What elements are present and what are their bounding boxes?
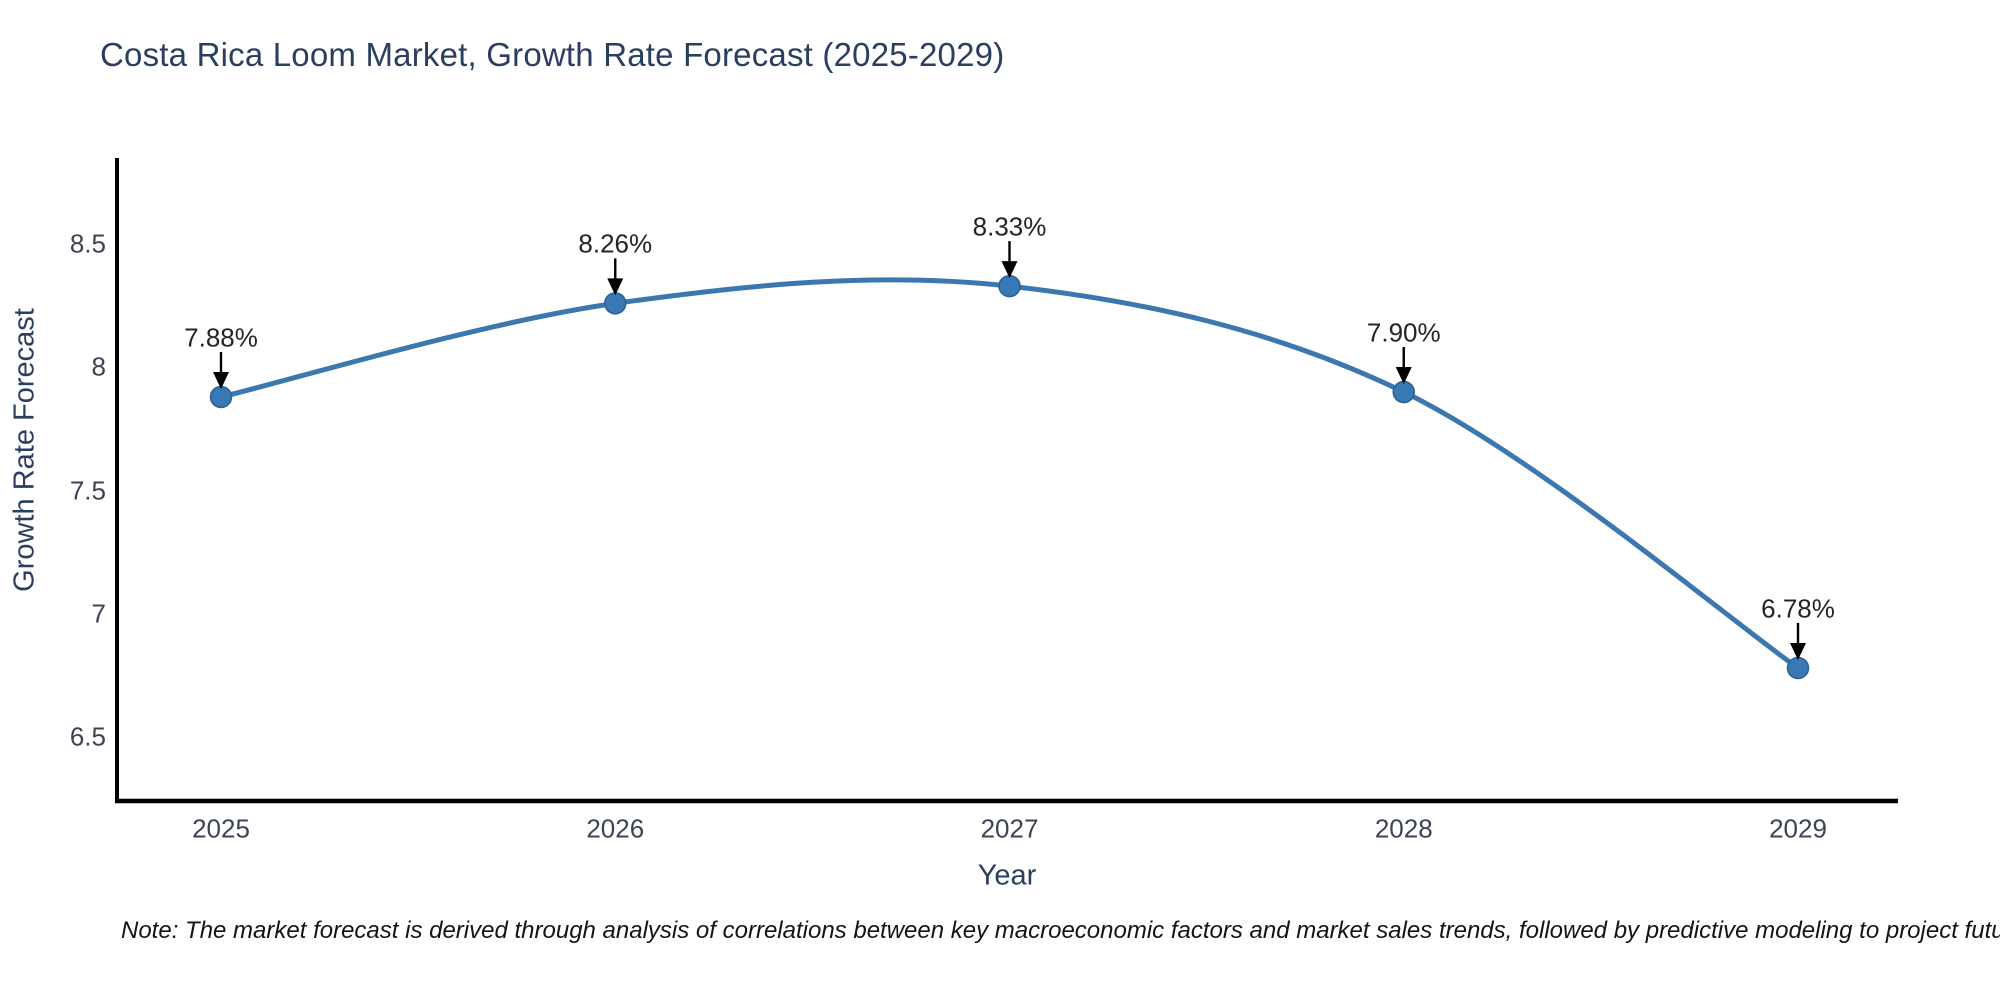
data-point-marker — [1392, 380, 1415, 404]
annotation-label: 8.26% — [578, 228, 653, 259]
x-tick-label: 2029 — [1769, 813, 1827, 844]
data-point-marker — [604, 292, 627, 315]
data-point-marker — [1786, 656, 1810, 680]
x-tick-label: 2028 — [1374, 813, 1433, 844]
y-tick-label: 8 — [91, 351, 106, 382]
x-tick-label: 2026 — [586, 813, 645, 844]
x-axis-title: Year — [977, 859, 1037, 892]
y-tick-label: 7.5 — [69, 475, 106, 506]
annotation-label: 7.88% — [184, 322, 258, 353]
trend-line — [218, 277, 1801, 671]
y-tick-label: 6.5 — [69, 721, 106, 752]
x-tick-label: 2025 — [192, 813, 250, 844]
annotation-arrow-head — [1395, 367, 1412, 385]
data-point-marker — [209, 385, 233, 409]
annotation-arrow-head — [213, 371, 229, 389]
annotation-label: 8.33% — [972, 211, 1047, 242]
x-tick-label: 2027 — [980, 813, 1039, 844]
chart-title: Costa Rica Loom Market, Growth Rate Fore… — [100, 36, 1005, 73]
y-tick-label: 8.5 — [69, 228, 106, 259]
y-tick-label: 7 — [91, 598, 106, 629]
annotation-label: 6.78% — [1761, 593, 1835, 624]
annotation-arrow-head — [1790, 642, 1806, 660]
annotation-label: 7.90% — [1366, 317, 1441, 348]
footnote: Note: The market forecast is derived thr… — [121, 917, 2000, 944]
data-point-marker — [998, 274, 1021, 298]
annotation-arrow-head — [1001, 261, 1018, 279]
annotation-arrow-head — [607, 278, 624, 296]
y-axis-title: Growth Rate Forecast — [8, 308, 41, 592]
